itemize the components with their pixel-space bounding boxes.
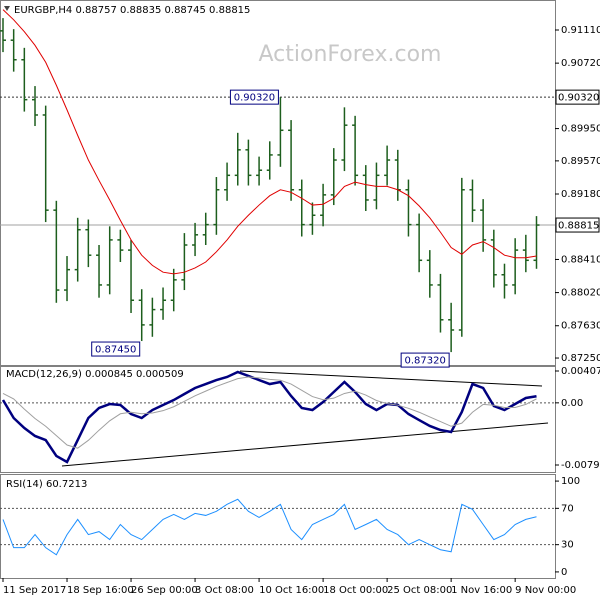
macd-title: MACD(12,26,9) 0.000845 0.000509 xyxy=(6,369,184,380)
x-tick-label: 25 Oct 08:00 xyxy=(387,585,452,596)
y-tick-label: 0 xyxy=(561,567,567,578)
series-line xyxy=(2,498,537,556)
y-tick-label: 0.89570 xyxy=(561,156,600,167)
annotation-label: 0.87320 xyxy=(404,356,445,367)
x-tick-label: 3 Oct 08:00 xyxy=(195,585,254,596)
rsi-panel xyxy=(0,474,556,579)
annotation-label: 0.90320 xyxy=(234,93,275,104)
x-tick-label: 18 Sep 16:00 xyxy=(67,585,134,596)
x-tick-label: 18 Oct 00:00 xyxy=(323,585,388,596)
macd-panel xyxy=(0,366,556,473)
annotation-box xyxy=(229,89,279,105)
annotation-box xyxy=(400,352,450,368)
y-tick-label: 0.91110 xyxy=(561,25,600,36)
watermark: ActionForex.com xyxy=(259,42,442,67)
y-tick-label: 0.004076 xyxy=(561,366,600,377)
rsi-title: RSI(14) 60.7213 xyxy=(6,479,87,490)
price-line-label: 0.88815 xyxy=(558,221,599,232)
moving-average xyxy=(2,9,537,275)
y-tick-label: 0.87250 xyxy=(561,353,600,364)
y-tick-label: 0.89950 xyxy=(561,124,600,135)
annotation-label: 0.87450 xyxy=(95,345,136,356)
y-tick-label: -0.007956 xyxy=(561,460,600,471)
x-tick-label: 26 Sep 00:00 xyxy=(131,585,198,596)
y-tick-label: 0.89180 xyxy=(561,189,600,200)
dropdown-icon xyxy=(4,6,10,11)
price-panel xyxy=(0,0,556,366)
annotation-box xyxy=(91,341,141,357)
y-tick-label: 0.88020 xyxy=(561,288,600,299)
y-tick-label: 100 xyxy=(561,476,580,487)
trend-line xyxy=(239,370,543,387)
y-tick-label: 30 xyxy=(561,540,574,551)
x-tick-label: 11 Sep 2017 xyxy=(3,585,66,596)
trend-line xyxy=(61,422,549,467)
panels xyxy=(0,0,556,579)
price-line-box xyxy=(555,89,600,105)
price-line-box xyxy=(555,217,600,233)
chart-title: EURGBP,H4 0.88757 0.88835 0.88745 0.8881… xyxy=(14,5,250,16)
y-tick-label: 70 xyxy=(561,503,574,514)
y-tick-label: 0.88410 xyxy=(561,254,600,265)
series-line xyxy=(2,376,537,449)
y-tick-label: 0.87630 xyxy=(561,321,600,332)
price-line-label: 0.90320 xyxy=(558,93,599,104)
y-tick-label: 0.90720 xyxy=(561,58,600,69)
y-tick-label: 0.00 xyxy=(561,398,583,409)
series-line xyxy=(1,370,537,464)
x-tick-label: 10 Oct 16:00 xyxy=(259,585,324,596)
x-tick-label: 1 Nov 16:00 xyxy=(451,585,512,596)
x-tick-label: 9 Nov 00:00 xyxy=(515,585,576,596)
